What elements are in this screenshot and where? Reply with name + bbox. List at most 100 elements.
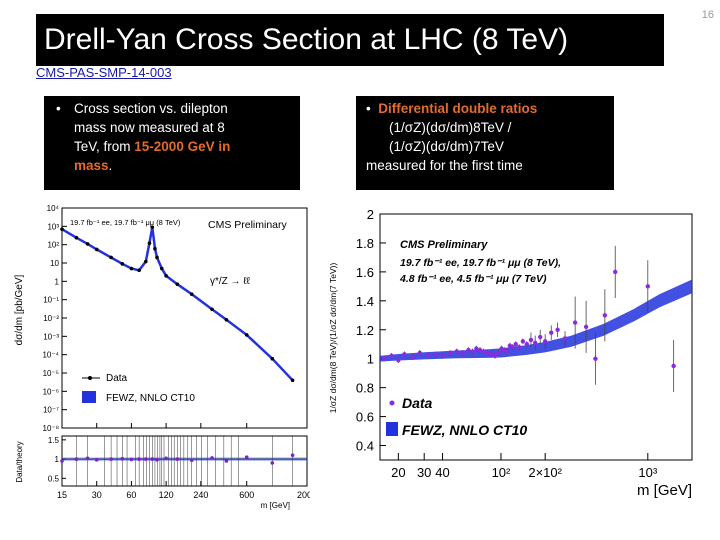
ratio-point (109, 457, 113, 461)
data-point (562, 336, 568, 341)
plot-frame (379, 213, 693, 461)
ratio-point (155, 458, 159, 462)
y-tick-label: 0.8 (356, 381, 374, 396)
data-point (528, 337, 534, 343)
x-tick-label: 40 (435, 465, 449, 480)
double-ratio-chart: 2 1.8 1.6 1.4 1.2 1 0.8 0.6 0.4 20 30 40 10² 2×10² 10³… (328, 207, 693, 498)
data-point (270, 356, 275, 361)
chart-title: CMS Preliminary (400, 239, 488, 251)
ratio-point (74, 457, 79, 461)
data-point (671, 363, 676, 369)
data-point (555, 327, 560, 332)
reference-link[interactable]: CMS-PAS-SMP-14-003 (36, 65, 172, 80)
data-point (150, 225, 155, 229)
legend-data-label: Data (106, 373, 128, 384)
data-point (470, 349, 475, 354)
x-tick-label: 30 (417, 465, 431, 480)
ratio-point (60, 459, 64, 463)
x-tick-label: 2×10² (528, 465, 562, 480)
ratio-point (270, 461, 275, 465)
right-line-3: (1/σZ)(dσ/dm)7TeV (389, 139, 504, 154)
data-point (290, 378, 295, 383)
y-tick-label: 1.4 (356, 294, 374, 309)
data-point (454, 349, 459, 354)
slide-title: Drell-Yan Cross Section at LHC (8 TeV) (36, 14, 664, 66)
data-point (433, 352, 439, 357)
data-point (466, 347, 471, 353)
data-point (549, 330, 554, 335)
legend-data-marker (389, 400, 395, 406)
y-tick-label: 10⁻⁸ (43, 424, 60, 433)
x-tick-label: 10² (492, 465, 511, 480)
data-point (516, 344, 522, 350)
right-text-box: • Differential double ratios (1/σZ)(dσ/d… (356, 96, 614, 190)
ratio-point (94, 458, 99, 462)
main-frame (61, 207, 308, 429)
y-tick-label: 10⁻⁴ (42, 351, 59, 360)
data-point (538, 334, 543, 340)
left-highlight-1: 15-2000 GeV in (134, 139, 231, 154)
y-axis-label: dσ/dm [pb/GeV] (14, 274, 25, 345)
data-point (440, 353, 445, 359)
y-tick-label: 1 (367, 352, 374, 367)
data-point (492, 353, 498, 359)
data-point (510, 344, 515, 350)
data-point (159, 266, 164, 271)
ratio-point (244, 455, 249, 459)
ratio-point (120, 456, 125, 461)
x-tick-label: 10³ (638, 465, 657, 480)
y-tick-label: 10 (50, 259, 59, 268)
data-point (85, 242, 90, 246)
data-point (447, 350, 453, 356)
data-point (129, 266, 134, 271)
y-tick-label: 1 (55, 277, 60, 286)
data-point (504, 349, 510, 354)
left-line-1: Cross section vs. dilepton (74, 101, 228, 116)
data-point (155, 255, 159, 260)
cross-section-chart: 10⁴ 10³ 10² 10 1 10⁻¹ 10⁻² 10⁻³ 10⁻⁴ 10⁻⁵ 10⁻⁶ 10⁻⁷… (14, 204, 310, 510)
data-point (402, 352, 407, 357)
chart-title: CMS Preliminary (208, 219, 288, 231)
y-axis-label: 1/σZ dσ/dm(8 TeV)/(1/σZ dσ/dm(7 TeV)) (328, 263, 338, 414)
theory-curve (61, 226, 294, 382)
data-point (485, 350, 490, 356)
data-point (164, 274, 168, 278)
data-point (396, 357, 401, 363)
data-point (60, 227, 64, 231)
x-tick-label: 30 (92, 490, 102, 500)
process-label: γ*/Z → ℓℓ (210, 276, 251, 287)
x-tick-label: 15 (57, 490, 67, 500)
lumi-line-2: 4.8 fb⁻¹ ee, 4.5 fb⁻¹ μμ (7 TeV) (399, 273, 547, 285)
data-point (542, 339, 548, 344)
ratio-point (164, 456, 168, 461)
data-point (489, 352, 494, 357)
data-point (496, 350, 501, 356)
data-point (645, 284, 651, 289)
y-tick-label: 10⁴ (47, 204, 60, 213)
data-point (524, 342, 530, 347)
right-highlight: Differential double ratios (378, 101, 538, 116)
x-axis-label: m [GeV] (637, 482, 692, 498)
data-point (120, 262, 125, 266)
x-tick-label: 600 (239, 490, 254, 500)
data-point (137, 268, 141, 273)
y-tick-label: 10⁻¹ (43, 296, 59, 305)
data-point (109, 255, 113, 260)
right-bullet: • (366, 101, 371, 116)
lumi-label: 19.7 fb⁻¹ ee, 19.7 fb⁻¹ μμ (8 TeV) (70, 218, 181, 227)
y-tick-label: 0.4 (356, 439, 374, 454)
y-tick-label: 1.2 (356, 323, 374, 338)
left-line-2: mass now measured at 8 (74, 120, 225, 135)
data-point (244, 333, 249, 337)
data-point (583, 324, 589, 330)
ratio-y-axis-label: Data/theory (15, 441, 24, 482)
theory-band (380, 279, 692, 362)
ratio-y-tick-label: 0.5 (48, 474, 60, 483)
ratio-point (189, 458, 194, 463)
data-point (602, 313, 608, 318)
data-point (477, 347, 483, 353)
legend-theory-swatch (386, 422, 398, 436)
ratio-point (150, 457, 155, 461)
data-point (481, 349, 486, 354)
left-bullet: • (56, 101, 61, 116)
